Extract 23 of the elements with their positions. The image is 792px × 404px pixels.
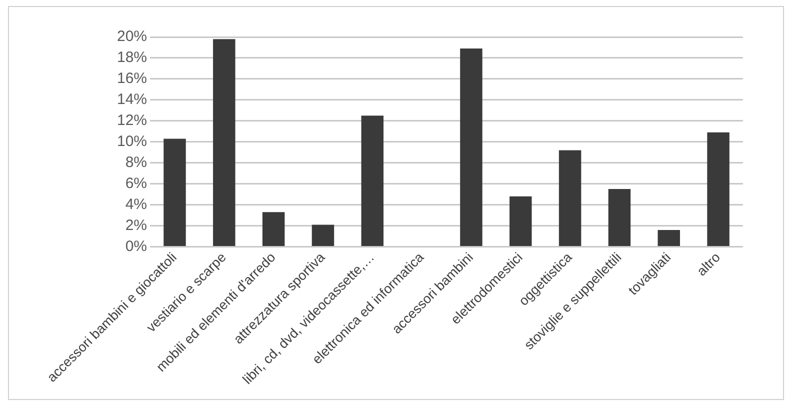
y-tick-label: 16% bbox=[116, 70, 148, 88]
bar bbox=[608, 189, 631, 246]
bar bbox=[213, 39, 236, 246]
y-tick-label: 8% bbox=[125, 154, 148, 171]
y-tick-label: 4% bbox=[125, 196, 148, 213]
y-tick-label: 14% bbox=[116, 91, 148, 108]
bar bbox=[262, 212, 285, 246]
bar bbox=[558, 150, 582, 246]
bar bbox=[658, 230, 680, 246]
y-tick-label: 10% bbox=[116, 133, 148, 150]
bar bbox=[707, 132, 730, 246]
bar bbox=[510, 196, 532, 246]
y-tick-label: 6% bbox=[125, 174, 148, 192]
bar bbox=[361, 116, 384, 246]
y-tick-label: 12% bbox=[116, 112, 148, 130]
y-tick-label: 20% bbox=[116, 28, 148, 46]
y-tick-label: 2% bbox=[125, 216, 148, 234]
y-tick-label: 0% bbox=[125, 238, 148, 255]
bar bbox=[164, 138, 186, 246]
bar bbox=[312, 224, 334, 246]
x-tick-label: altro bbox=[694, 250, 724, 279]
bar bbox=[460, 48, 482, 246]
y-tick-label: 18% bbox=[116, 49, 148, 66]
